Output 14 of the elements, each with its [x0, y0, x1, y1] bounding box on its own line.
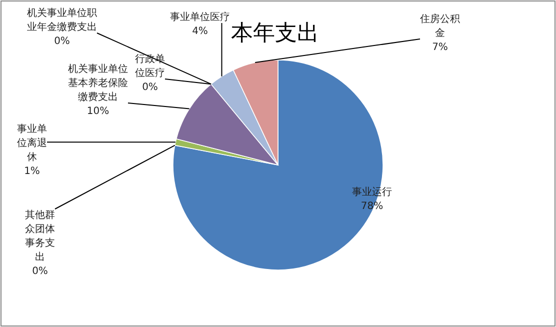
data-label: 10%: [86, 106, 110, 117]
slice-label: 住房公积金: [420, 13, 460, 39]
slice-label: 机关事业单位基本养老保险缴费支出: [68, 63, 128, 103]
text: 0%: [32, 266, 48, 277]
text: 0%: [142, 82, 158, 93]
data-label: 1%: [24, 166, 40, 177]
slice-label: 事业单位医疗: [170, 11, 230, 23]
category-label: 其他群众团体事务支出: [25, 210, 55, 263]
chart-title: 本年支出: [231, 21, 319, 46]
slice-label: 事业单位离退休: [17, 123, 47, 163]
category-label: 机关事业单位职业年金缴费支出: [27, 8, 97, 33]
data-label: 4%: [192, 26, 208, 37]
text: 0%: [54, 36, 70, 47]
data-label: 7%: [432, 42, 448, 53]
